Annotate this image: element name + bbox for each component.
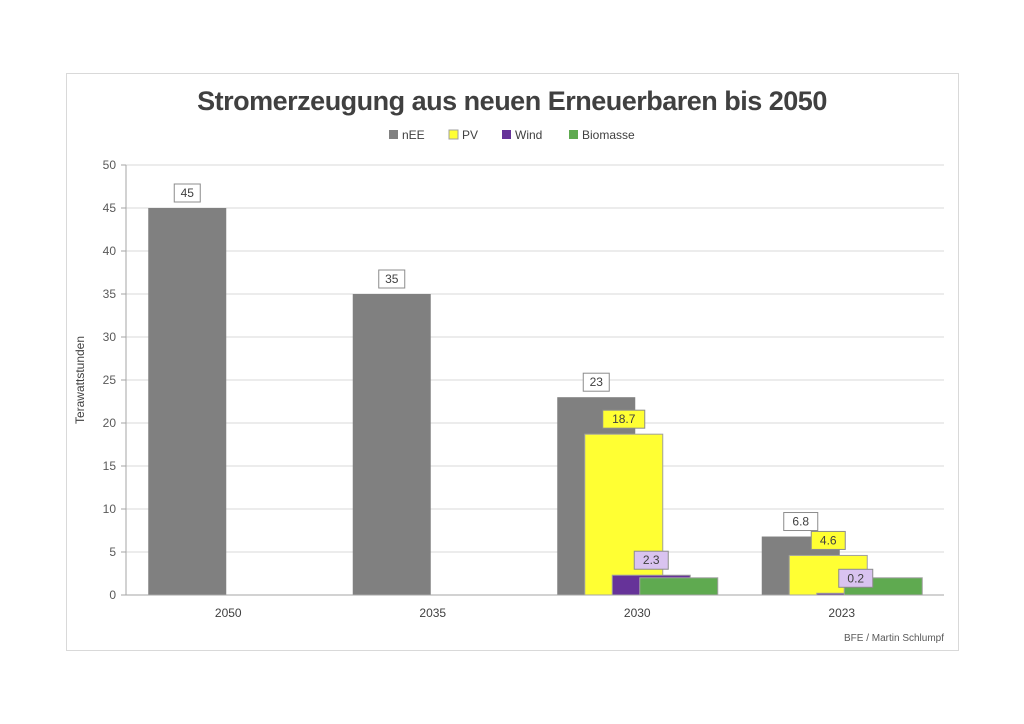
- x-tick-label: 2023: [828, 606, 855, 620]
- y-tick-label: 35: [103, 287, 117, 301]
- data-label: 0.2: [847, 571, 864, 585]
- data-label: 45: [181, 186, 195, 200]
- legend-swatch-wind: [502, 130, 511, 139]
- data-label: 6.8: [792, 515, 809, 529]
- bar-pv-2030: [584, 433, 664, 596]
- data-label-box: [633, 550, 669, 570]
- data-label: 2.3: [643, 553, 660, 567]
- y-axis-label: Terawattstunden: [73, 336, 87, 424]
- y-tick-label: 45: [103, 201, 117, 215]
- chart-title: Stromerzeugung aus neuen Erneuerbaren bi…: [197, 86, 827, 116]
- y-tick-label: 40: [103, 244, 117, 258]
- legend-label-nee: nEE: [402, 128, 425, 142]
- legend-swatch-pv: [448, 129, 459, 140]
- data-label: 18.7: [612, 412, 636, 426]
- y-tick-label: 50: [103, 158, 117, 172]
- y-tick-label: 20: [103, 416, 117, 430]
- data-label: 4.6: [820, 533, 837, 547]
- data-label-box: [783, 512, 819, 532]
- y-tick-label: 30: [103, 330, 117, 344]
- credit-text: BFE / Martin Schlumpf: [843, 633, 944, 644]
- y-tick-label: 5: [109, 545, 116, 559]
- data-label-box: [173, 183, 201, 203]
- data-label-box: [838, 568, 874, 588]
- legend-label-pv: PV: [462, 128, 478, 142]
- legend-label-wind: Wind: [515, 128, 542, 142]
- data-label-box: [582, 372, 610, 392]
- legend-label-biomasse: Biomasse: [582, 128, 635, 142]
- y-tick-label: 25: [103, 373, 117, 387]
- bar-nee-2050: [148, 208, 227, 595]
- data-label: 23: [590, 375, 604, 389]
- bar-biomasse-2030: [639, 577, 719, 596]
- data-label-box: [810, 530, 846, 550]
- data-label: 35: [385, 272, 399, 286]
- x-tick-label: 2030: [624, 606, 651, 620]
- y-tick-label: 0: [109, 588, 116, 602]
- y-tick-label: 10: [103, 502, 117, 516]
- y-tick-label: 15: [103, 459, 117, 473]
- bar-nee-2035: [352, 294, 431, 595]
- data-label-box: [602, 409, 646, 429]
- chart-frame: [66, 73, 959, 651]
- data-label-box: [378, 269, 406, 289]
- x-tick-label: 2050: [215, 606, 242, 620]
- x-tick-label: 2035: [419, 606, 446, 620]
- legend-swatch-nee: [389, 130, 398, 139]
- legend-swatch-biomasse: [569, 130, 578, 139]
